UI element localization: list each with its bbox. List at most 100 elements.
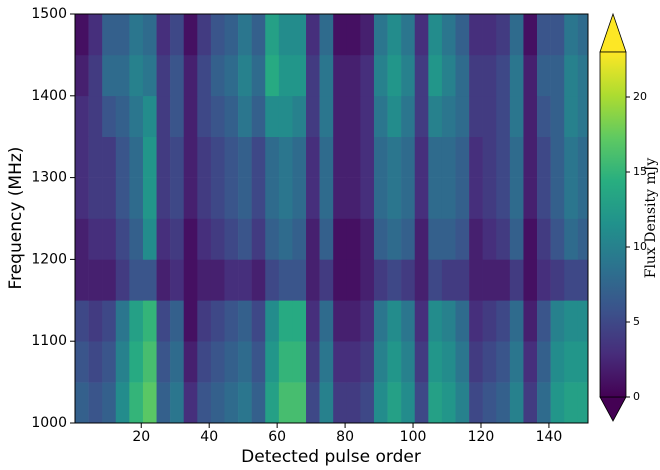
heatmap-cell	[496, 14, 511, 56]
heatmap-cell	[441, 259, 456, 301]
heatmap-cell	[496, 259, 511, 301]
heatmap-cell	[142, 382, 157, 424]
heatmap-cell	[88, 341, 103, 383]
heatmap-cell	[401, 300, 416, 342]
heatmap-cell	[469, 136, 483, 178]
heatmap-cell	[265, 14, 280, 56]
heatmap-cell	[496, 218, 511, 260]
heatmap-cell	[238, 95, 252, 137]
heatmap-cell	[224, 259, 239, 301]
heatmap-cell	[523, 14, 538, 56]
heatmap-cell	[482, 177, 497, 219]
heatmap-cell	[292, 259, 307, 301]
heatmap-cell	[346, 300, 361, 342]
heatmap-cell	[102, 177, 117, 219]
heatmap-cell	[401, 136, 416, 178]
heatmap-cell	[170, 54, 185, 97]
heatmap-cell	[306, 382, 320, 424]
heatmap-cell	[414, 341, 429, 383]
heatmap-cell	[102, 95, 117, 137]
heatmap-cell	[346, 218, 361, 260]
heatmap-cell	[115, 341, 130, 383]
heatmap-cell	[428, 218, 443, 260]
heatmap-cell	[428, 177, 443, 219]
heatmap-cell	[537, 95, 551, 137]
colorbar-extend-bottom	[599, 396, 627, 422]
heatmap-cell	[428, 14, 443, 56]
y-tick-label: 1300	[31, 170, 67, 186]
heatmap-cell	[129, 136, 144, 178]
heatmap-cell	[306, 259, 320, 301]
heatmap-cell	[170, 136, 185, 178]
heatmap-cell	[455, 54, 470, 97]
heatmap-cell	[319, 177, 334, 219]
heatmap-cell	[482, 14, 497, 56]
heatmap-cell	[577, 259, 589, 301]
x-tick-label: 80	[336, 429, 354, 445]
heatmap-cell	[265, 300, 280, 342]
heatmap-cell	[170, 259, 185, 301]
heatmap-cell	[115, 54, 130, 97]
heatmap-cell	[210, 382, 225, 424]
heatmap-cell	[142, 259, 157, 301]
heatmap-cell	[170, 14, 185, 56]
heatmap-cell	[550, 177, 565, 219]
heatmap-cell	[319, 259, 334, 301]
heatmap-cell	[482, 218, 497, 260]
heatmap-cell	[333, 136, 348, 178]
heatmap-cell	[238, 14, 252, 56]
heatmap-cell	[469, 382, 483, 424]
heatmap-cell	[564, 95, 579, 137]
heatmap-cell	[224, 218, 239, 260]
y-axis-label: Frequency (MHz)	[6, 147, 26, 290]
colorbar-extend-top	[599, 12, 627, 53]
heatmap-cell	[170, 382, 185, 424]
heatmap-cell	[373, 177, 388, 219]
heatmap-cell	[183, 54, 198, 97]
heatmap-cell	[373, 341, 388, 383]
heatmap-cell	[455, 14, 470, 56]
heatmap-cell	[387, 136, 402, 178]
heatmap-cell	[509, 14, 524, 56]
heatmap-cell	[360, 54, 375, 97]
heatmap-cell	[129, 382, 144, 424]
heatmap-cell	[441, 382, 456, 424]
heatmap-cell	[251, 259, 266, 301]
heatmap-cell	[523, 136, 538, 178]
heatmap-cell	[292, 136, 307, 178]
heatmap-cell	[319, 218, 334, 260]
heatmap-cell	[251, 14, 266, 56]
heatmap-cell	[428, 382, 443, 424]
heatmap-cell	[333, 259, 348, 301]
heatmap-cell	[129, 218, 144, 260]
heatmap-cell	[523, 341, 538, 383]
heatmap-cell	[306, 136, 320, 178]
heatmap-cell	[251, 177, 266, 219]
colorbar-label: Flux Density mJy	[643, 158, 659, 279]
heatmap-cell	[102, 54, 117, 97]
heatmap-cell	[564, 341, 579, 383]
heatmap-cell	[537, 382, 551, 424]
heatmap-cell	[102, 341, 117, 383]
heatmap-cell	[387, 95, 402, 137]
heatmap-cell	[75, 177, 89, 219]
heatmap-cell	[129, 54, 144, 97]
heatmap-cell	[509, 218, 524, 260]
heatmap-cell	[292, 14, 307, 56]
heatmap-cell	[170, 341, 185, 383]
heatmap-cell	[373, 218, 388, 260]
heatmap-cell	[387, 259, 402, 301]
heatmap-cell	[373, 14, 388, 56]
heatmap-cell	[265, 218, 280, 260]
heatmap-cell	[360, 177, 375, 219]
heatmap-cell	[115, 382, 130, 424]
heatmap-cell	[387, 382, 402, 424]
heatmap-cell	[88, 218, 103, 260]
heatmap-cell	[197, 259, 212, 301]
heatmap-cell	[251, 341, 266, 383]
heatmap-cell	[224, 341, 239, 383]
heatmap-cell	[550, 341, 565, 383]
heatmap-cell	[537, 300, 551, 342]
x-tick-label: 120	[468, 429, 495, 445]
